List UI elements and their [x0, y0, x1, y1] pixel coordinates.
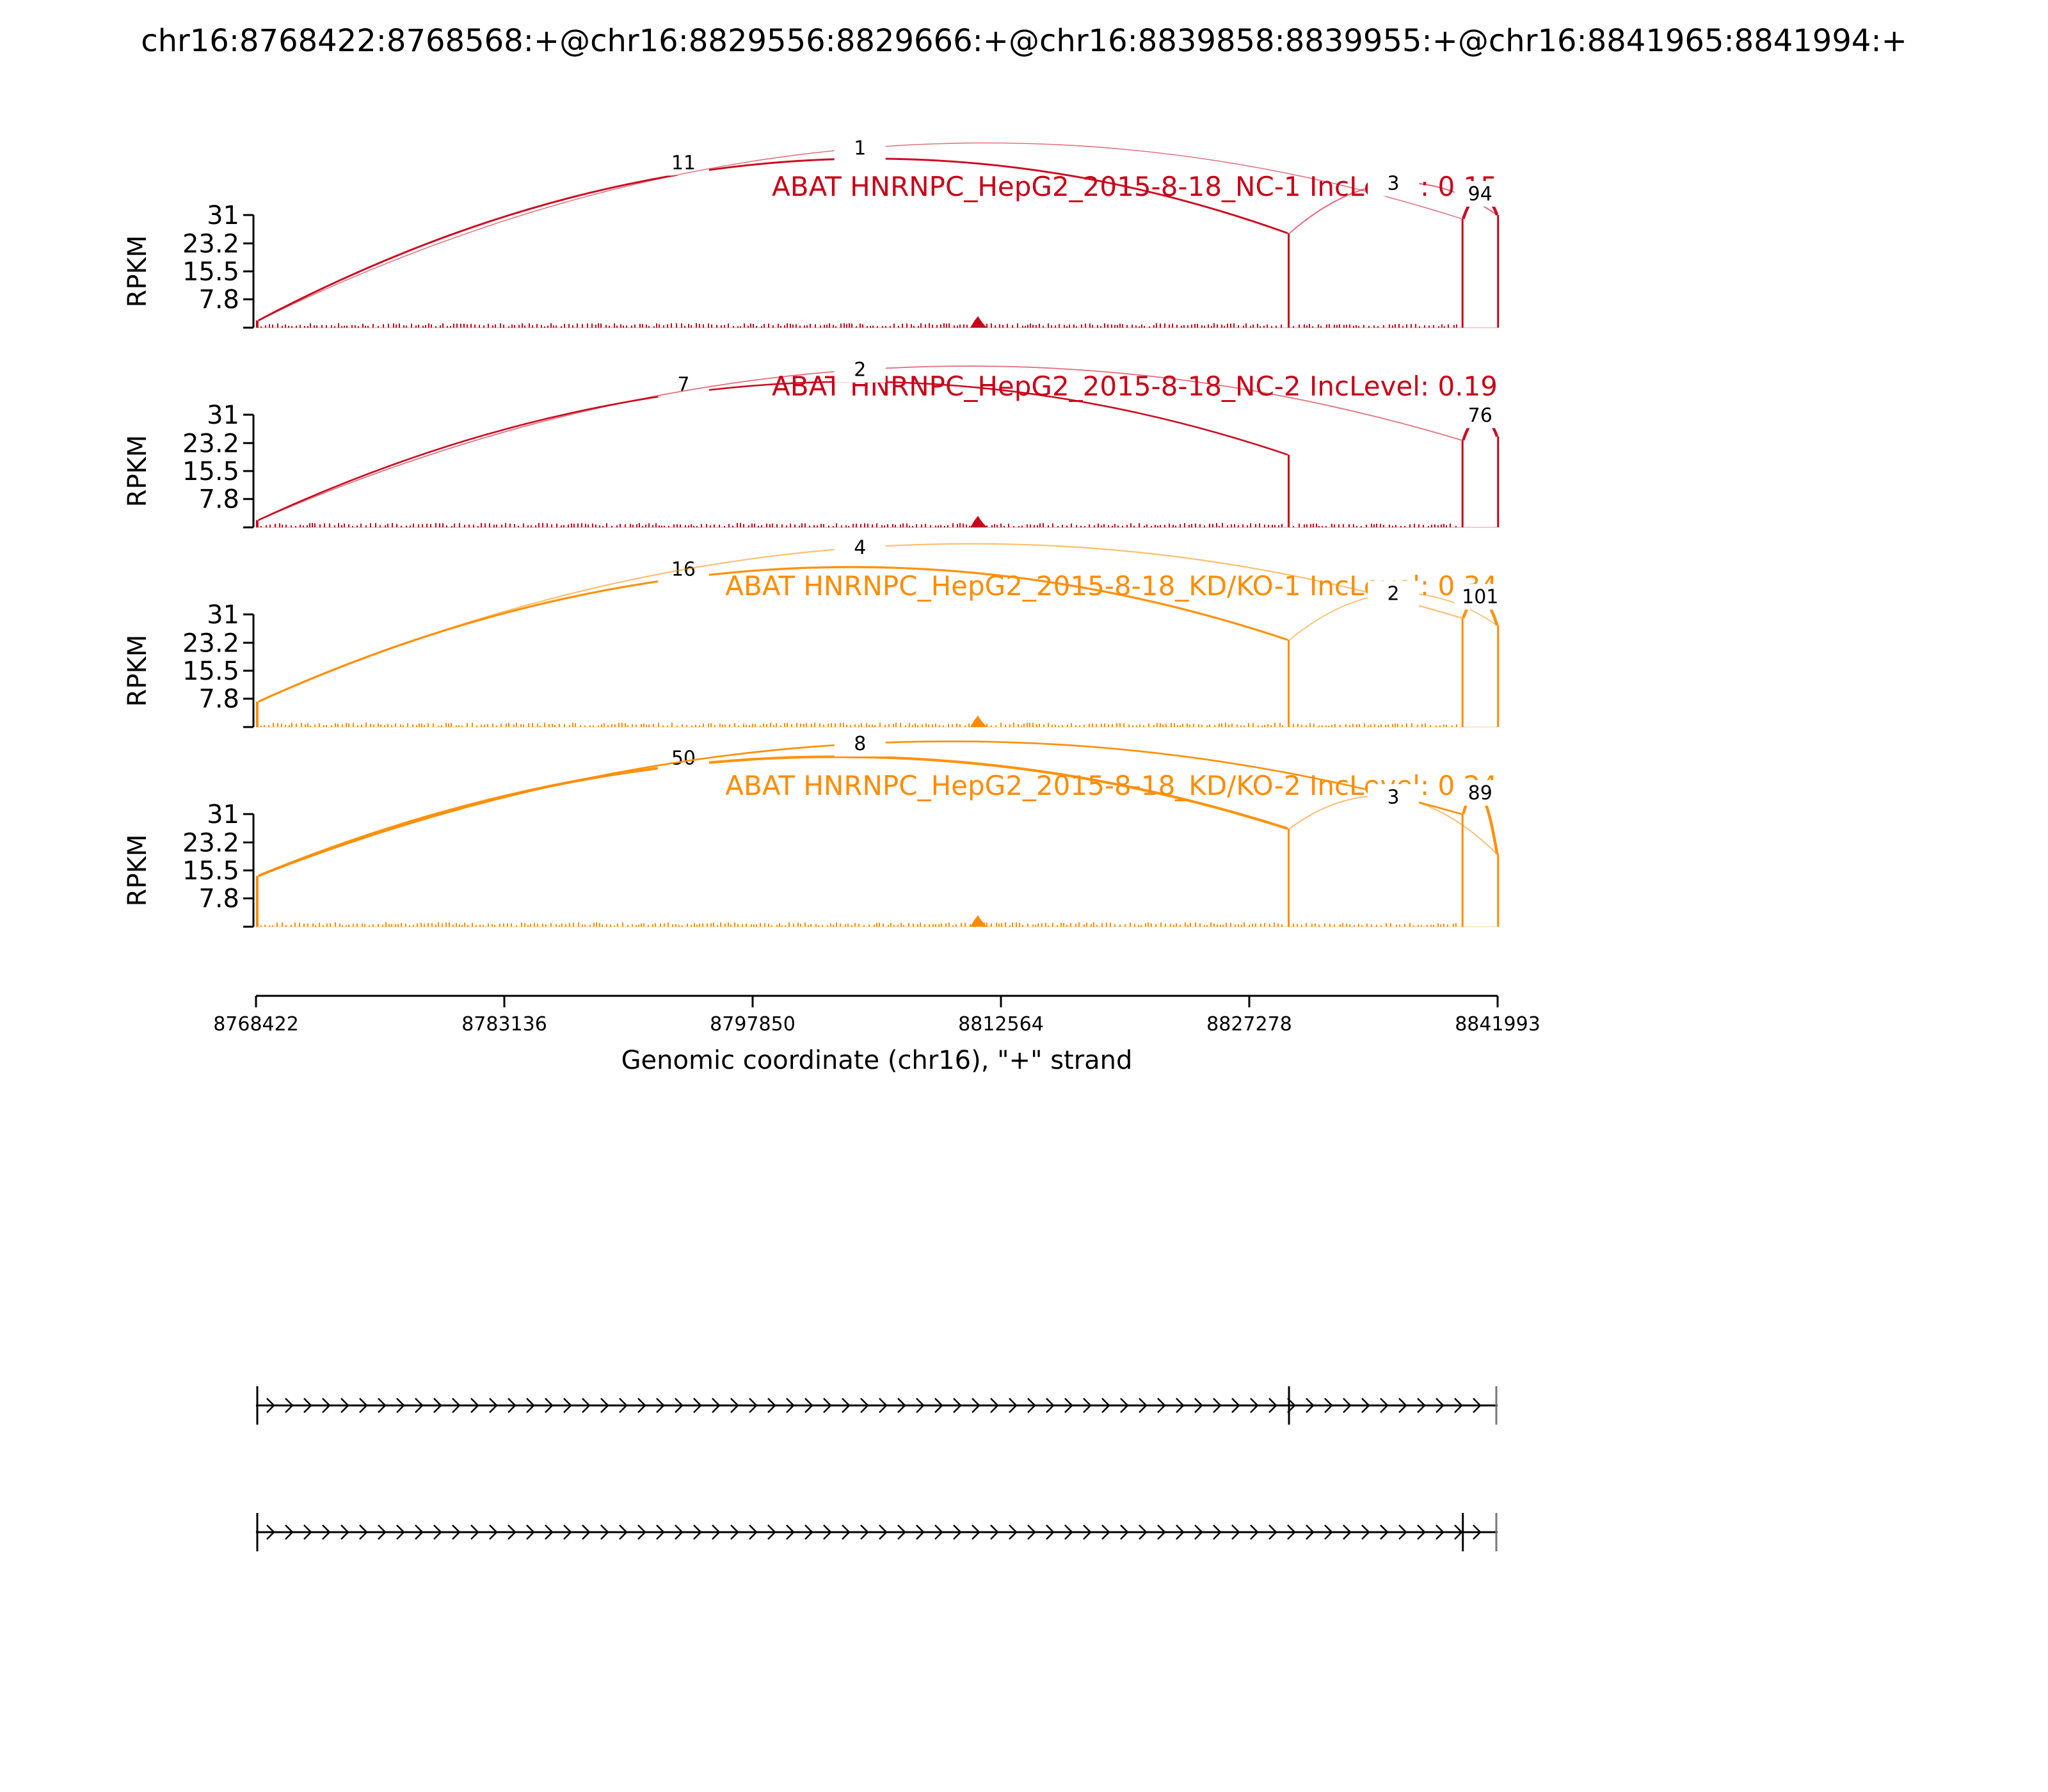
- isoform-strand-arrows: [266, 1524, 1482, 1540]
- x-tick-label: 8827278: [1206, 1013, 1292, 1036]
- junction-arc: [258, 157, 1288, 321]
- exon-coverage: [1461, 618, 1464, 727]
- y-axis-label: RPKM: [123, 435, 152, 508]
- coverage-noise: [260, 723, 1457, 727]
- junction-label-bg: [834, 135, 886, 161]
- y-tick-label: 31: [207, 201, 239, 230]
- exon-coverage: [256, 701, 259, 727]
- isoform-models: [256, 1386, 1498, 1551]
- exon-coverage: [1461, 440, 1464, 527]
- junction-count: 76: [1468, 404, 1492, 427]
- exon-coverage: [256, 876, 259, 927]
- junction-label-bg: [834, 356, 886, 383]
- x-tick-label: 8768422: [213, 1013, 299, 1036]
- junction-count: 1: [854, 138, 866, 160]
- junction-arc: [258, 740, 1462, 877]
- y-tick-label: 23.2: [182, 828, 239, 858]
- exon-coverage: [1497, 436, 1500, 527]
- junction-count: 2: [854, 359, 866, 381]
- junction-count: 50: [671, 748, 696, 770]
- junction-label-bg: [1454, 584, 1506, 610]
- x-tick-label: 8783136: [461, 1013, 547, 1036]
- junction-label-bg: [657, 371, 709, 397]
- x-tick-label: 8797850: [710, 1013, 796, 1036]
- junction-label-bg: [834, 534, 886, 561]
- junction-count: 4: [854, 537, 866, 559]
- x-axis-label: Genomic coordinate (chr16), "+" strand: [621, 1046, 1133, 1075]
- coverage-bump: [970, 516, 988, 527]
- isoform-strand-arrows: [266, 1398, 1482, 1413]
- coverage-noise: [260, 523, 1457, 527]
- junction-count: 89: [1468, 782, 1492, 804]
- exon-coverage: [1497, 215, 1500, 328]
- exon-coverage: [1288, 639, 1290, 727]
- exon-coverage: [256, 320, 259, 328]
- junction-label-bg: [834, 731, 886, 756]
- y-tick-label: 7.8: [198, 884, 239, 914]
- track-title: ABAT HNRNPC_HepG2_2015-8-18_NC-2 IncLeve…: [772, 371, 1498, 402]
- exon-coverage: [1461, 814, 1464, 927]
- exon-coverage: [1461, 218, 1464, 328]
- exon-coverage: [1288, 233, 1290, 328]
- junction-label-bg: [1368, 580, 1420, 607]
- y-tick-label: 15.5: [182, 856, 239, 886]
- y-axis-label: RPKM: [123, 236, 152, 308]
- junction-count: 11: [671, 152, 696, 174]
- junction-label-bg: [1454, 180, 1506, 207]
- y-tick-label: 7.8: [198, 685, 239, 714]
- junction-label-bg: [1368, 170, 1420, 196]
- coverage-bump: [970, 915, 988, 927]
- y-tick-label: 7.8: [198, 485, 239, 515]
- junction-label-bg: [1454, 402, 1506, 428]
- x-tick-label: 8812564: [958, 1013, 1044, 1036]
- isoform-1: [256, 1386, 1498, 1425]
- junction-count: 3: [1388, 786, 1400, 808]
- y-tick-label: 15.5: [182, 657, 239, 686]
- x-axis: 8768422 8783136 8797850 8812564 8827278 88419…: [213, 995, 1540, 1075]
- junction-count: 8: [854, 733, 866, 755]
- junction-count: 2: [1388, 583, 1400, 605]
- junction-count: 101: [1462, 586, 1498, 608]
- junction-count: 3: [1388, 173, 1400, 195]
- x-tick-label: 8841993: [1455, 1013, 1540, 1036]
- y-tick-label: 23.2: [182, 628, 239, 658]
- y-axis-label: RPKM: [123, 835, 152, 907]
- exon-coverage: [1288, 454, 1290, 527]
- exon-coverage: [1497, 625, 1500, 727]
- figure-title: chr16:8768422:8768568:+@chr16:8829556:88…: [141, 23, 1907, 59]
- junction-count: 7: [677, 373, 689, 396]
- y-tick-label: 15.5: [182, 257, 239, 287]
- y-tick-label: 23.2: [182, 229, 239, 259]
- exon-coverage: [256, 520, 259, 527]
- junction-count: 94: [1468, 183, 1492, 205]
- coverage-noise: [260, 323, 1457, 328]
- coverage-bump: [970, 316, 988, 328]
- junction-label-bg: [657, 150, 709, 176]
- coverage-bump: [970, 716, 988, 727]
- isoform-2: [256, 1513, 1498, 1551]
- y-axis-label: RPKM: [123, 635, 152, 707]
- y-tick-label: 31: [207, 401, 239, 430]
- y-tick-label: 31: [207, 800, 239, 829]
- exon-coverage: [1497, 854, 1500, 927]
- coverage-noise: [260, 922, 1457, 927]
- y-tick-label: 31: [207, 600, 239, 630]
- y-tick-label: 15.5: [182, 457, 239, 486]
- junction-arc: [258, 755, 1288, 877]
- junction-label-bg: [1454, 780, 1506, 806]
- exon-coverage: [1288, 828, 1290, 927]
- junction-arc: [258, 381, 1288, 521]
- y-tick-label: 7.8: [198, 285, 239, 315]
- y-tick-label: 23.2: [182, 429, 239, 458]
- junction-label-bg: [1368, 784, 1420, 810]
